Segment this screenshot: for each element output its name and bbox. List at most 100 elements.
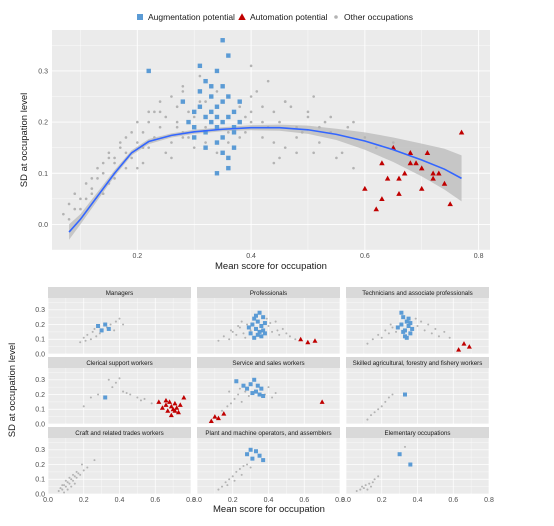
data-point-other (84, 197, 88, 201)
legend-label-augmentation: Augmentation potential (148, 12, 235, 22)
data-point-other (391, 393, 394, 396)
data-point-other (150, 402, 153, 405)
facet-title: Skilled agricultural, forestry and fishe… (353, 360, 483, 367)
data-point-other (238, 105, 242, 109)
data-point-other (175, 120, 179, 124)
data-point-other (90, 187, 94, 190)
data-point-augmentation (231, 109, 237, 115)
data-point-augmentation (261, 394, 266, 398)
data-point-automation (159, 405, 165, 410)
facet-panel: Craft and related trades workers 0.0 0.1 0.… (35, 427, 196, 504)
data-point-other (240, 320, 243, 323)
facet-panel: Managers 0.0 0.1 0.2 0.3 (35, 287, 192, 358)
data-point-other (61, 484, 64, 487)
data-point-augmentation (203, 78, 208, 84)
data-point-other (187, 110, 190, 114)
data-point-other (107, 378, 110, 381)
data-point-automation (319, 399, 325, 404)
data-point-other (113, 156, 116, 160)
data-point-other (70, 485, 73, 488)
data-point-other (226, 405, 229, 408)
x-tick-label: 0.8 (474, 253, 484, 260)
data-point-automation (401, 170, 408, 176)
data-point-augmentation (261, 315, 266, 320)
data-point-augmentation (255, 319, 260, 324)
data-point-other (75, 476, 78, 479)
data-point-augmentation (197, 89, 203, 94)
data-point-augmentation (214, 114, 220, 120)
data-point-other (387, 332, 390, 335)
data-point-other (143, 397, 146, 400)
data-point-other (359, 488, 362, 491)
data-point-automation (305, 339, 311, 345)
data-point-other (366, 488, 369, 491)
x-tick-label: 0.6 (299, 497, 309, 504)
data-point-other (274, 320, 277, 323)
data-point-other (249, 329, 252, 332)
data-point-augmentation (262, 331, 267, 336)
data-point-other (153, 110, 156, 114)
facet-title: Managers (106, 290, 134, 297)
data-point-other (136, 396, 139, 399)
data-point-other (329, 115, 333, 119)
data-point-other (363, 136, 367, 139)
data-point-other (68, 476, 71, 479)
data-point-automation (384, 175, 391, 181)
data-point-other (261, 136, 264, 139)
data-point-other (124, 166, 128, 170)
facet-title: Technicians and associate professionals (362, 290, 472, 297)
data-point-other (91, 330, 94, 333)
data-point-other (229, 402, 232, 405)
data-point-other (79, 197, 82, 201)
data-point-other (82, 336, 85, 339)
data-point-other (231, 475, 234, 478)
data-point-automation (177, 402, 183, 407)
data-point-other (233, 397, 236, 400)
data-point-augmentation (257, 329, 262, 334)
data-point-augmentation (245, 452, 250, 457)
data-point-augmentation (226, 53, 231, 58)
data-point-augmentation (99, 328, 104, 333)
data-point-other (215, 90, 219, 93)
data-point-other (370, 485, 373, 488)
data-point-other (181, 90, 185, 93)
x-tick-label: 0.4 (413, 497, 423, 504)
data-point-other (141, 146, 145, 149)
data-point-other (249, 95, 253, 98)
data-point-augmentation (252, 316, 257, 321)
data-point-augmentation (408, 462, 413, 467)
data-point-other (414, 317, 417, 320)
data-point-other (79, 207, 82, 211)
data-point-other (72, 479, 75, 482)
data-point-augmentation (401, 315, 406, 320)
data-point-other (368, 482, 371, 485)
data-point-other (111, 386, 114, 389)
data-point-other (61, 488, 64, 491)
data-point-other (362, 487, 365, 490)
data-point-augmentation (220, 84, 225, 89)
data-point-other (130, 156, 133, 160)
data-point-other (380, 405, 383, 408)
data-point-augmentation (241, 383, 246, 388)
data-point-other (269, 322, 272, 325)
data-point-automation (396, 190, 402, 196)
data-point-augmentation (214, 171, 220, 176)
data-point-automation (168, 412, 174, 418)
data-point-other (395, 330, 398, 333)
data-point-other (68, 482, 71, 485)
data-point-other (278, 120, 281, 124)
data-point-other (306, 115, 310, 119)
data-point-augmentation (406, 324, 411, 328)
data-point-augmentation (220, 119, 225, 125)
data-point-augmentation (192, 125, 197, 130)
data-point-other (136, 166, 139, 170)
data-point-other (278, 156, 281, 160)
data-point-augmentation (209, 109, 214, 115)
legend-label-other: Other occupations (344, 12, 413, 22)
data-point-other (227, 141, 230, 144)
data-point-other (66, 481, 69, 484)
data-point-automation (215, 415, 221, 421)
data-point-augmentation (408, 331, 413, 336)
data-point-other (278, 333, 281, 336)
data-point-automation (174, 405, 180, 410)
